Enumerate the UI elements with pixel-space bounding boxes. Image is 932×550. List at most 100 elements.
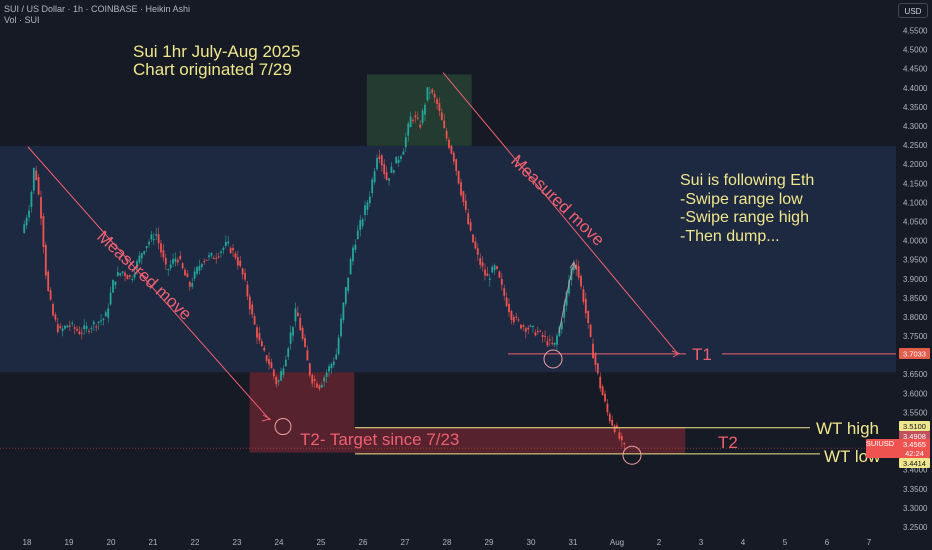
candle-body-98 [258, 333, 261, 341]
candle-body-67 [184, 269, 186, 276]
candle-body-205 [515, 316, 518, 318]
bounce-arrow [558, 261, 575, 334]
candle-body-18 [66, 325, 69, 328]
candle-body-31 [97, 321, 100, 323]
candle-body-110 [287, 348, 290, 357]
x-tick-8: 26 [359, 538, 368, 547]
candle-body-180 [455, 159, 458, 171]
candle-body-137 [352, 247, 354, 262]
candle-body-168 [426, 87, 429, 101]
candle-body-78 [210, 252, 213, 256]
x-tick-18: 5 [783, 538, 788, 547]
candle-body-59 [164, 257, 167, 265]
candle-body-203 [510, 311, 513, 320]
candle-body-25 [83, 325, 86, 330]
y-tick-8: 4.1500 [903, 179, 928, 188]
wt-high-price-tag: 3.5100 [903, 422, 926, 431]
candle-body-127 [328, 366, 330, 372]
candle-body-8 [42, 216, 45, 247]
annotation-lines-layer [0, 72, 896, 465]
candle-body-3 [30, 192, 33, 208]
candle-body-113 [294, 308, 297, 322]
candle-body-194 [488, 278, 491, 280]
candle-body-123 [318, 385, 321, 389]
candle-body-164 [416, 117, 419, 119]
candle-body-87 [232, 248, 234, 251]
candle-body-118 [306, 350, 309, 361]
swipe-low-circle-left [274, 418, 292, 436]
x-tick-14: Aug [610, 538, 624, 547]
price-axis[interactable]: 4.5500 4.5000 4.4500 4.4000 4.3500 4.3000 4.25… [903, 27, 928, 533]
candle-body-125 [323, 377, 326, 382]
candle-body-34 [104, 312, 107, 317]
candle-body-102 [268, 359, 270, 365]
candle-body-237 [592, 343, 594, 359]
x-tick-10: 28 [443, 538, 452, 547]
candle-body-140 [359, 220, 362, 231]
candle-body-36 [109, 292, 112, 305]
candle-body-63 [174, 258, 177, 262]
candle-body-185 [467, 213, 470, 225]
candle-body-198 [498, 271, 501, 278]
x-tick-16: 3 [699, 538, 704, 547]
candle-body-65 [179, 255, 182, 260]
x-tick-4: 22 [191, 538, 200, 547]
candle-body-116 [301, 327, 304, 339]
candle-body-90 [239, 260, 242, 266]
t2-label: T2 [718, 433, 738, 452]
candle-body-22 [76, 328, 78, 331]
candle-body-192 [484, 269, 486, 276]
candle-body-44 [128, 275, 131, 277]
ticker-tag: SUIUSD [866, 439, 895, 448]
candle-body-155 [395, 156, 398, 164]
candle-body-61 [169, 264, 172, 269]
candle-body-181 [457, 170, 460, 184]
candle-body-210 [527, 327, 530, 330]
candle-body-105 [275, 376, 278, 385]
range_band-zone [0, 145, 896, 373]
candle-body-0 [23, 224, 26, 233]
candle-body-141 [361, 219, 364, 226]
candle-body-230 [575, 264, 578, 270]
candle-body-204 [512, 317, 515, 323]
candle-body-183 [462, 191, 465, 203]
x-tick-7: 25 [317, 538, 326, 547]
y-tick-7: 4.2000 [903, 160, 928, 169]
candle-body-152 [388, 178, 390, 181]
candle-body-56 [157, 234, 160, 244]
candle-body-120 [311, 375, 314, 384]
candle-body-227 [568, 280, 570, 294]
wt-high-price-tag-bg [899, 421, 930, 431]
top_zone-zone [366, 74, 472, 146]
y-tick-14: 3.8500 [903, 294, 928, 303]
candle-body-19 [68, 325, 71, 327]
candle-body-249 [620, 436, 623, 441]
candle-body-20 [71, 322, 74, 324]
candle-body-26 [85, 326, 88, 329]
time-axis[interactable]: 18 19 20 21 22 23 24 25 26 27 28 29 30 31 Aug 2 3 4 5 6 7 [23, 538, 872, 547]
candle-body-42 [124, 272, 126, 277]
candle-body-4 [32, 167, 35, 191]
candle-body-35 [107, 308, 110, 318]
candle-body-195 [491, 266, 494, 273]
candle-body-222 [556, 335, 558, 345]
candle-body-27 [88, 330, 90, 332]
t2-target-label: T2- Target since 7/23 [300, 430, 459, 449]
x-tick-19: 6 [825, 538, 830, 547]
candle-body-159 [404, 137, 407, 148]
candle-body-238 [594, 353, 597, 365]
candle-body-121 [313, 379, 316, 382]
candle-body-215 [539, 330, 542, 332]
candle-body-190 [479, 258, 482, 265]
candle-body-248 [618, 432, 621, 439]
candle-body-244 [608, 413, 611, 422]
candle-body-163 [414, 115, 417, 118]
note-line4: -Then dump... [680, 228, 780, 245]
candle-body-47 [136, 261, 138, 269]
y-tick-16: 3.7500 [903, 332, 928, 341]
title-line2: Chart originated 7/29 [133, 60, 292, 79]
candle-body-201 [505, 297, 508, 306]
candle-body-53 [150, 234, 153, 240]
currency-button[interactable]: USD [898, 3, 928, 18]
